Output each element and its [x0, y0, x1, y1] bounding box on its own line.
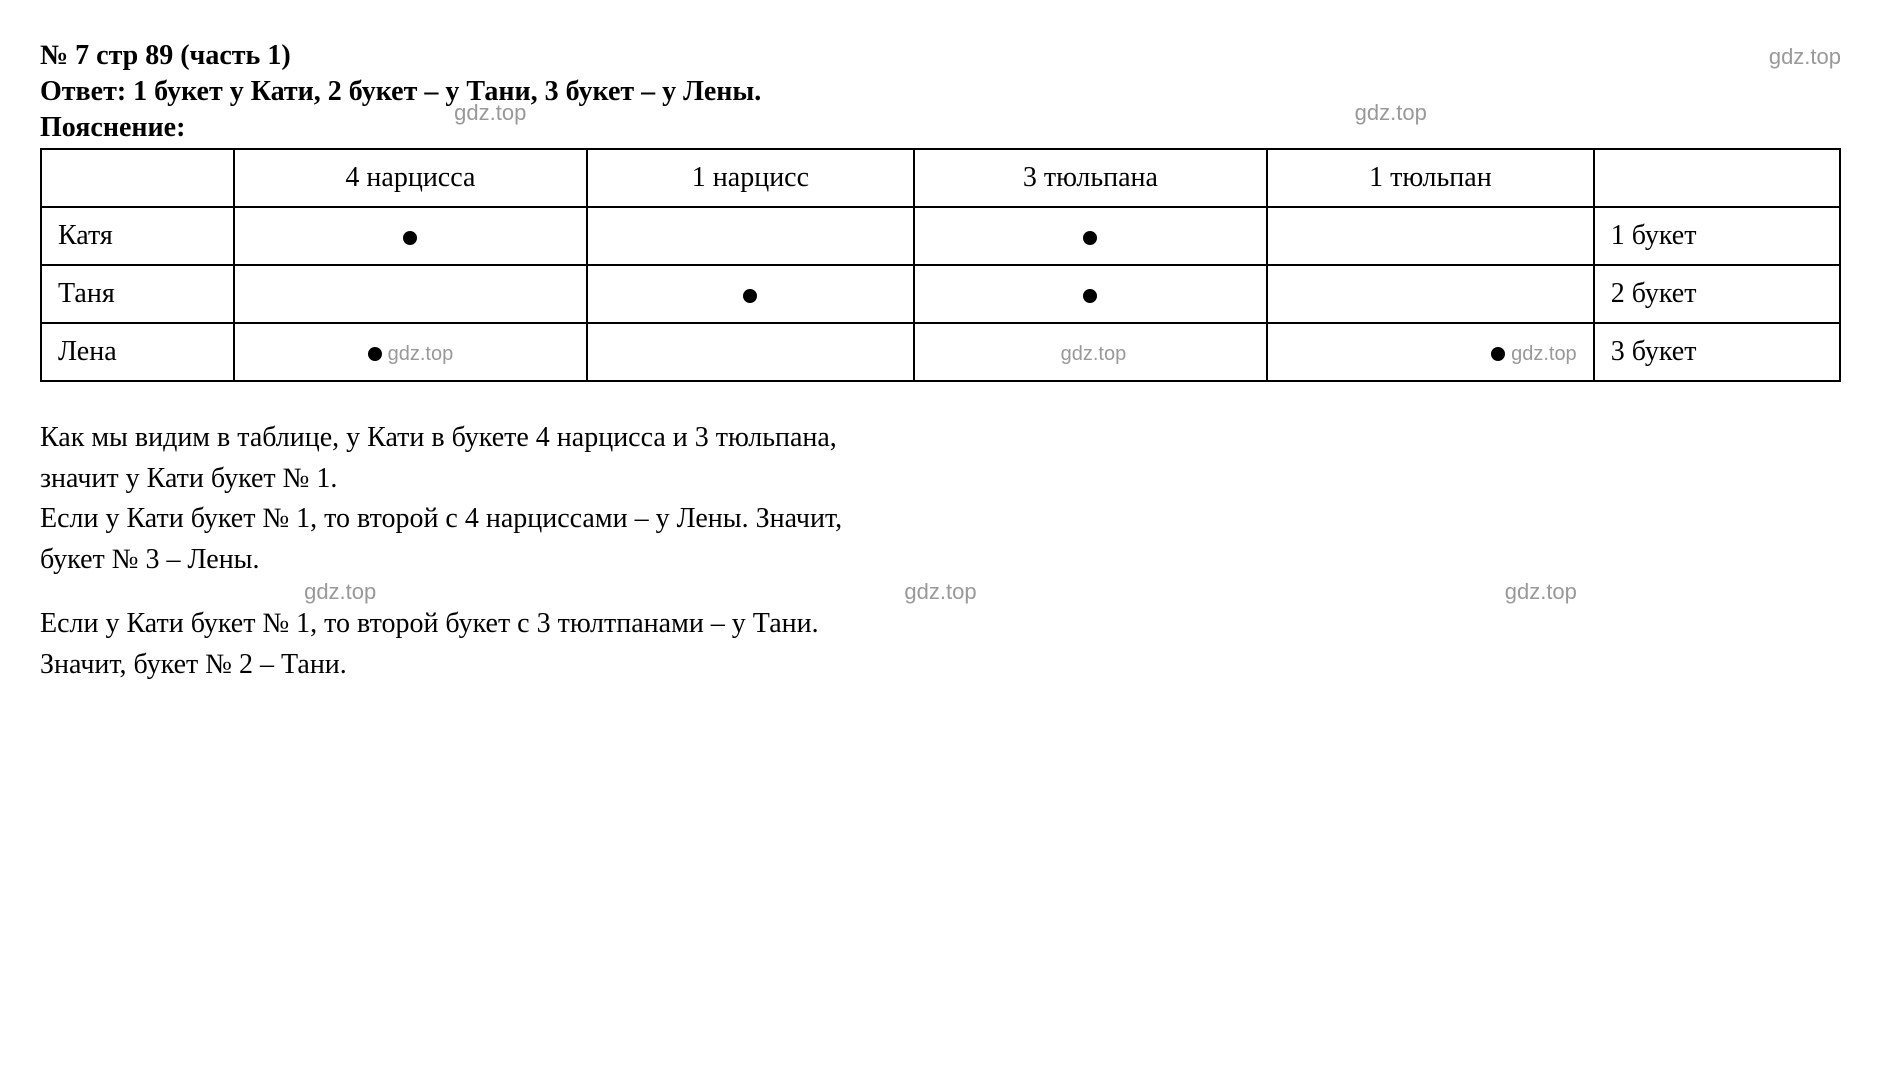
watermark-top-right: gdz.top [1769, 44, 1841, 70]
para-line: Как мы видим в таблице, у Кати в букете … [40, 418, 1841, 459]
dot-icon [743, 289, 757, 303]
row-result: 1 букет [1594, 207, 1840, 265]
row-name: Катя [41, 207, 234, 265]
cell [914, 265, 1267, 323]
watermark-cell: gdz.top [1061, 343, 1127, 365]
cell: gdz.top [234, 323, 587, 381]
table-header-empty [41, 149, 234, 207]
table-header-row: 4 нарцисса 1 нарцисс 3 тюльпана 1 тюльпа… [41, 149, 1840, 207]
table-header-2: 1 нарцисс [587, 149, 914, 207]
para-line: букет № 3 – Лены. [40, 540, 1841, 581]
explanation-label: Пояснение: [40, 112, 1841, 144]
dot-icon [1083, 289, 1097, 303]
row-result: 3 букет [1594, 323, 1840, 381]
watermark-cell: gdz.top [388, 343, 454, 365]
watermark-cell: gdz.top [1511, 343, 1577, 365]
row-name: Лена [41, 323, 234, 381]
table-header-result [1594, 149, 1840, 207]
watermark-mid-2: gdz.top [904, 576, 976, 608]
explanation-paragraph: Как мы видим в таблице, у Кати в букете … [40, 418, 1841, 685]
para-line: значит у Кати букет № 1. [40, 459, 1841, 500]
table-header-3: 3 тюльпана [914, 149, 1267, 207]
watermark-inline-1: gdz.top [454, 100, 526, 126]
watermark-mid-3: gdz.top [1505, 576, 1577, 608]
cell [234, 207, 587, 265]
page-title: № 7 стр 89 (часть 1) [40, 40, 291, 72]
table-row: Катя 1 букет [41, 207, 1840, 265]
cell [587, 265, 914, 323]
para-line: Если у Кати букет № 1, то второй с 4 нар… [40, 499, 1841, 540]
dot-icon [1491, 347, 1505, 361]
logic-table: 4 нарцисса 1 нарцисс 3 тюльпана 1 тюльпа… [40, 148, 1841, 382]
table-row: Таня 2 букет [41, 265, 1840, 323]
para-line: Если у Кати букет № 1, то второй букет с… [40, 604, 1841, 645]
dot-icon [403, 231, 417, 245]
cell [1267, 207, 1594, 265]
table-row: Лена gdz.top gdz.top gdz.top 3 букет [41, 323, 1840, 381]
row-name: Таня [41, 265, 234, 323]
dot-icon [368, 347, 382, 361]
para-line: Значит, букет № 2 – Тани. [40, 645, 1841, 686]
watermark-inline-2: gdz.top [1355, 100, 1427, 126]
table-header-4: 1 тюльпан [1267, 149, 1594, 207]
row-result: 2 букет [1594, 265, 1840, 323]
cell [587, 323, 914, 381]
cell: gdz.top [914, 323, 1267, 381]
table-header-1: 4 нарцисса [234, 149, 587, 207]
cell [234, 265, 587, 323]
cell [914, 207, 1267, 265]
cell [1267, 265, 1594, 323]
dot-icon [1083, 231, 1097, 245]
cell: gdz.top [1267, 323, 1594, 381]
cell [587, 207, 914, 265]
